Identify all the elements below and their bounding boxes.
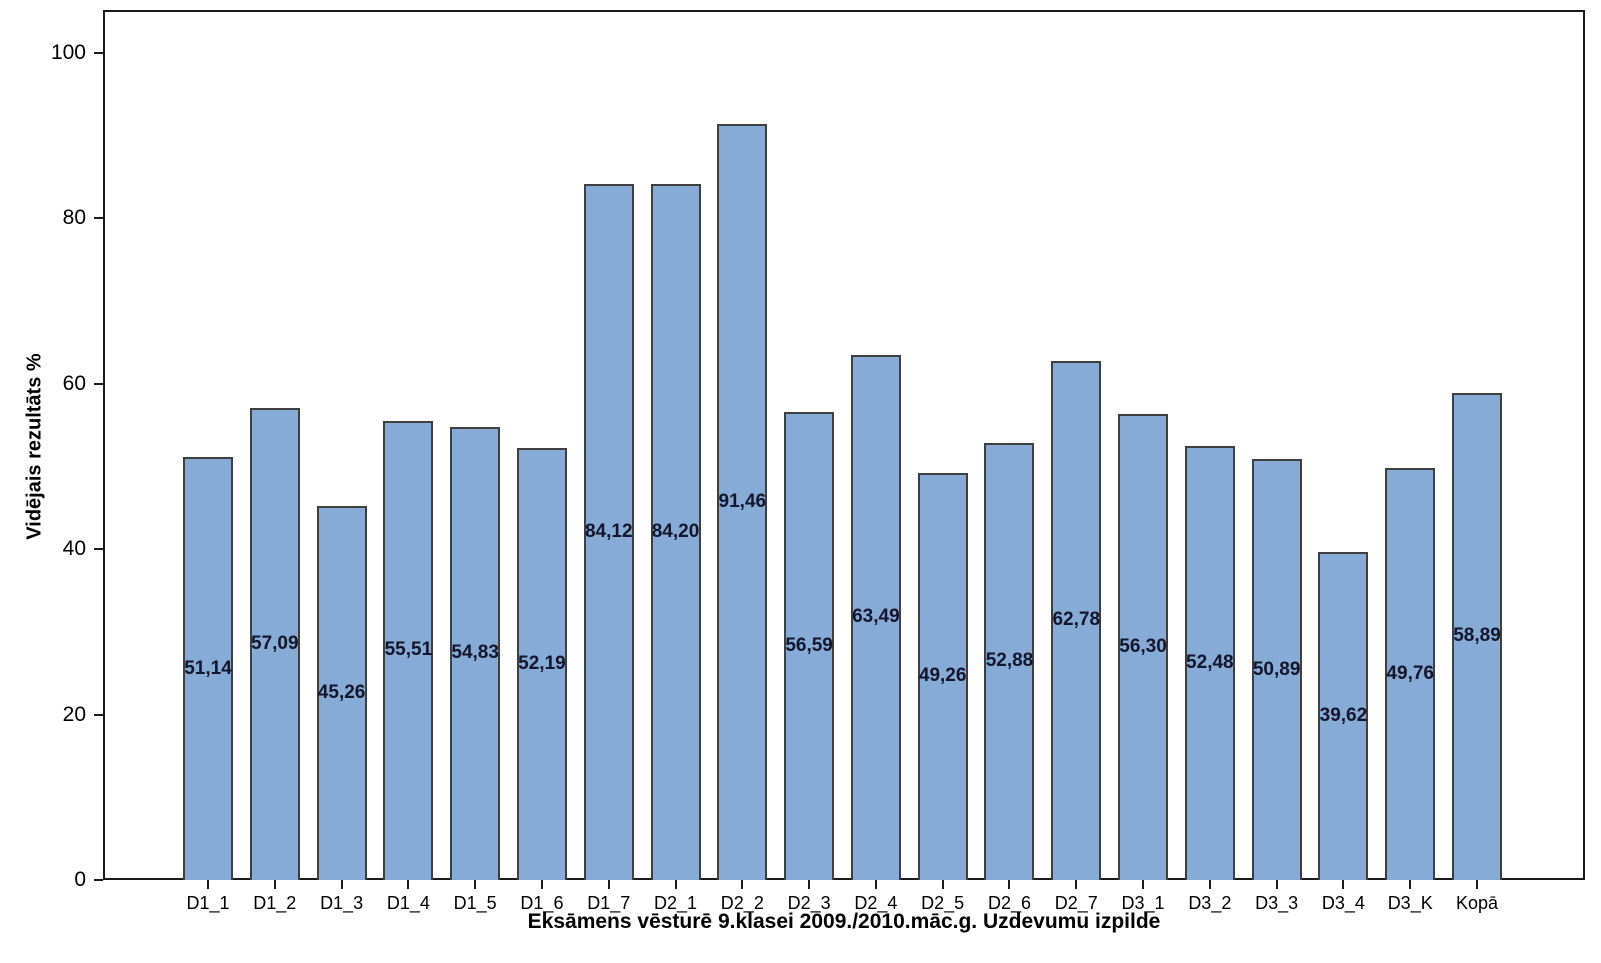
x-tick-mark-D1_1: [207, 880, 209, 889]
bar-D3_3: [1251, 459, 1302, 880]
bar-D2_4: [850, 354, 901, 880]
y-tick-mark-20: [94, 713, 103, 716]
bar-D2_1: [650, 183, 701, 880]
bar-D3_4: [1318, 552, 1369, 880]
x-tick-mark-D2_5: [941, 880, 944, 889]
bar-value-label-D2_3: 56,59: [785, 635, 833, 656]
bar-D1_6: [516, 448, 567, 880]
y-tick-label-60: 60: [62, 371, 86, 395]
y-tick-label-100: 100: [50, 41, 86, 64]
bar-value-label-D1_4: 55,51: [384, 639, 433, 661]
x-tick-label-D2_6: D2_6: [987, 893, 1031, 913]
x-tick-label-D3_2: D3_2: [1188, 893, 1232, 913]
bar-D2_2: [717, 123, 768, 880]
x-axis-title: Eksāmens vēsturē 9.klasei 2009./2010.māc…: [527, 910, 1161, 933]
x-tick-label-D2_3: D2_3: [787, 893, 831, 913]
bar-value-label-D1_5: 54,83: [451, 642, 499, 664]
bar-value-label-D2_6: 52,88: [985, 650, 1034, 672]
bar-D2_7: [1051, 360, 1102, 880]
y-tick-mark-80: [94, 217, 103, 220]
y-tick-label-20: 20: [62, 702, 86, 726]
bar-value-label-D2_5: 49,26: [918, 665, 967, 687]
x-tick-mark-D1_6: [540, 880, 543, 889]
bar-value-label-D2_7: 62,78: [1052, 609, 1101, 631]
bar-value-label-Kopā: 58,89: [1453, 625, 1501, 647]
y-tick-label-0: 0: [74, 868, 86, 891]
y-axis-title: Vidējais rezultāts %: [23, 353, 46, 540]
y-tick-mark-0: [94, 879, 103, 881]
bar-value-label-D3_1: 56,30: [1119, 636, 1167, 658]
x-tick-mark-D3_4: [1342, 880, 1345, 889]
bar-value-label-D1_2: 57,09: [251, 632, 299, 654]
x-tick-label-D3_4: D3_4: [1321, 893, 1365, 913]
bar-value-label-D2_1: 84,20: [651, 520, 700, 542]
bar-D1_4: [383, 420, 434, 880]
bar-D1_5: [450, 426, 501, 880]
x-tick-mark-D3_2: [1208, 880, 1211, 889]
x-tick-label-D3_1: D3_1: [1121, 893, 1165, 913]
bar-D3_2: [1184, 445, 1235, 880]
x-tick-mark-D2_4: [874, 880, 877, 889]
bar-D2_3: [784, 412, 835, 880]
x-tick-label-D2_4: D2_4: [854, 893, 898, 913]
bar-value-label-D3_4: 39,62: [1319, 705, 1368, 727]
x-tick-mark-D1_3: [340, 880, 343, 889]
y-tick-label-40: 40: [62, 537, 86, 561]
x-tick-mark-D2_1: [674, 880, 677, 889]
bar-D1_7: [583, 184, 634, 880]
bar-value-label-D2_2: 91,46: [718, 490, 767, 512]
y-tick-label-80: 80: [62, 206, 86, 230]
x-tick-label-D1_7: D1_7: [587, 893, 631, 913]
bar-D1_3: [316, 505, 367, 880]
x-tick-mark-Kopā: [1476, 880, 1478, 889]
bar-D3_K: [1385, 468, 1436, 880]
y-tick-mark-100: [94, 52, 103, 54]
x-tick-mark-D2_6: [1008, 880, 1011, 889]
bar-value-label-D3_2: 52,48: [1186, 651, 1234, 673]
x-tick-mark-D3_1: [1142, 880, 1145, 889]
bar-value-label-D1_3: 45,26: [317, 681, 366, 703]
x-tick-mark-D3_K: [1409, 880, 1412, 889]
bar-D3_1: [1118, 414, 1169, 880]
x-tick-label-D2_1: D2_1: [654, 893, 698, 913]
bar-value-label-D2_4: 63,49: [852, 606, 900, 628]
x-tick-label-D3_3: D3_3: [1255, 893, 1299, 913]
x-tick-label-D1_5: D1_5: [453, 893, 497, 913]
x-tick-label-D1_3: D1_3: [320, 893, 364, 913]
x-tick-mark-D1_5: [474, 880, 477, 889]
bar-D2_6: [984, 442, 1035, 880]
x-tick-mark-D3_3: [1275, 880, 1278, 889]
x-tick-label-D2_5: D2_5: [921, 893, 965, 913]
bar-value-label-D1_1: 51,14: [184, 657, 232, 679]
x-tick-label-D1_4: D1_4: [386, 893, 430, 913]
x-tick-label-D2_2: D2_2: [720, 893, 764, 913]
x-tick-mark-D1_7: [607, 880, 610, 889]
x-tick-label-Kopā: Kopā: [1455, 893, 1499, 913]
y-tick-mark-40: [94, 548, 103, 551]
x-tick-mark-D2_2: [741, 880, 744, 889]
bar-Kopā: [1452, 392, 1502, 880]
x-tick-label-D2_7: D2_7: [1054, 893, 1098, 913]
bar-D1_2: [249, 407, 300, 880]
bar-value-label-D3_K: 49,76: [1386, 663, 1434, 685]
bar-value-label-D1_6: 52,19: [518, 653, 566, 675]
x-tick-mark-D1_4: [407, 880, 410, 889]
x-tick-mark-D1_2: [273, 880, 276, 889]
bar-D2_5: [917, 472, 968, 880]
bar-value-label-D3_3: 50,89: [1252, 658, 1301, 680]
x-tick-label-D1_6: D1_6: [520, 893, 564, 913]
bar-D1_1: [183, 457, 233, 880]
bar-value-label-D1_7: 84,12: [584, 521, 633, 543]
x-tick-label-D1_2: D1_2: [253, 893, 297, 913]
x-tick-label-D3_K: D3_K: [1387, 893, 1433, 913]
x-tick-mark-D2_3: [808, 880, 811, 889]
x-tick-label-D1_1: D1_1: [186, 893, 230, 913]
x-tick-mark-D2_7: [1075, 880, 1078, 889]
y-tick-mark-60: [94, 382, 103, 385]
